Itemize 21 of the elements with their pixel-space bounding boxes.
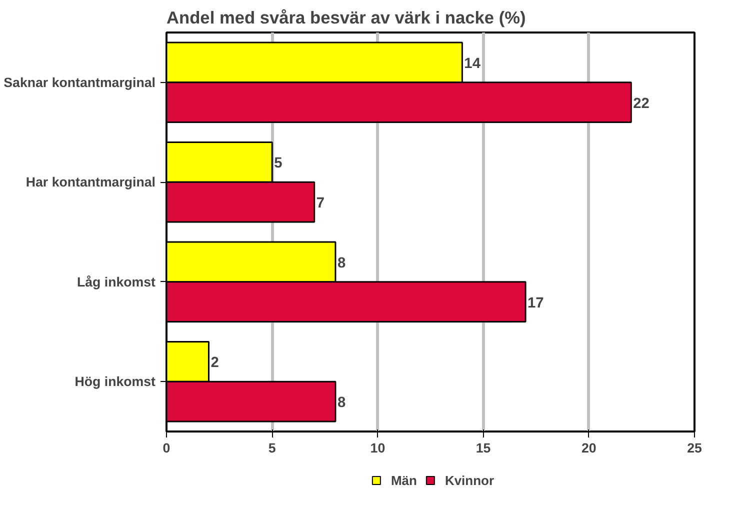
x-tick-label: 10 xyxy=(370,440,386,456)
x-tick-label: 15 xyxy=(476,440,492,456)
data-label: 8 xyxy=(337,395,346,412)
x-tick-label: 25 xyxy=(687,440,702,456)
chart-title: Andel med svåra besvär av värk i nacke (%) xyxy=(166,8,526,28)
y-tick-label: Låg inkomst xyxy=(77,274,156,290)
data-label: 22 xyxy=(633,96,650,112)
y-tick-label: Hög inkomst xyxy=(74,374,156,390)
y-tick-label: Saknar kontantmarginal xyxy=(4,74,156,90)
y-tick-label: Har kontantmarginal xyxy=(26,174,156,190)
x-tick-label: 5 xyxy=(268,440,276,456)
x-tick-label: 0 xyxy=(162,440,170,456)
data-label: 17 xyxy=(528,295,544,312)
x-tick-label: 20 xyxy=(581,440,596,456)
data-label: 14 xyxy=(464,56,482,72)
data-label: 7 xyxy=(316,196,324,212)
legend-label: Kvinnor xyxy=(444,472,494,488)
data-label: 2 xyxy=(210,355,219,372)
legend-label: Män xyxy=(390,472,417,488)
data-label: 5 xyxy=(274,156,282,172)
data-label: 8 xyxy=(337,255,346,272)
